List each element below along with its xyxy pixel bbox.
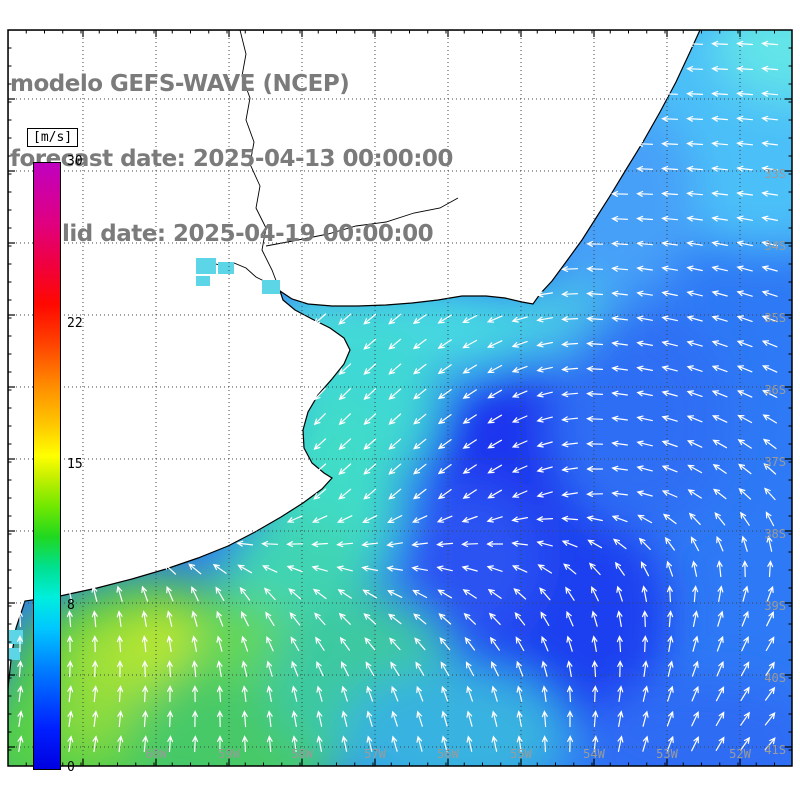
longitude-label: 60W — [145, 747, 167, 761]
longitude-label: 57W — [364, 747, 386, 761]
latitude-label: 38S — [764, 527, 786, 541]
latitude-label: 40S — [764, 671, 786, 685]
longitude-label: 54W — [583, 747, 605, 761]
latitude-label: 33S — [764, 167, 786, 181]
forecast-date: forecast date: 2025-04-13 00:00:00 — [10, 146, 453, 172]
latitude-label: 34S — [764, 239, 786, 253]
colorbar-unit-label: [m/s] — [27, 128, 79, 147]
latitude-label: 39S — [764, 599, 786, 613]
longitude-label: 52W — [729, 747, 751, 761]
model-title: modelo GEFS-WAVE (NCEP) — [10, 71, 350, 97]
colorbar-tick: 8 — [67, 598, 75, 614]
longitude-label: 55W — [510, 747, 532, 761]
longitude-label: 53W — [656, 747, 678, 761]
graticule — [8, 30, 792, 766]
longitude-label: 59W — [218, 747, 240, 761]
land-layer — [8, 30, 701, 689]
colorbar-tick: 15 — [67, 457, 83, 472]
title-block: modelo GEFS-WAVE (NCEP) forecast date: 2… — [10, 22, 453, 297]
wind-arrows — [16, 40, 779, 753]
colorbar: [m/s] 30 22 15 8 0 — [27, 128, 147, 794]
axis-labels: 60W 59W 58W 57W 56W 55W 54W 53W 52W 33S 34S 35S 36S 3… — [145, 167, 786, 761]
colorbar-tick: 0 — [67, 760, 75, 775]
latitude-label: 41S — [764, 743, 786, 757]
longitude-label: 56W — [437, 747, 459, 761]
latitude-label: 36S — [764, 383, 786, 397]
colorbar-tick: 22 — [67, 315, 83, 331]
longitude-label: 58W — [291, 747, 313, 761]
latitude-label: 37S — [764, 455, 786, 469]
map-frame — [7, 29, 793, 767]
latitude-label: 35S — [764, 311, 786, 325]
colorbar-gradient — [33, 162, 61, 770]
valid-date: valid date: 2025-04-19 00:00:00 — [10, 221, 434, 247]
colorbar-tick: 30 — [67, 154, 83, 169]
